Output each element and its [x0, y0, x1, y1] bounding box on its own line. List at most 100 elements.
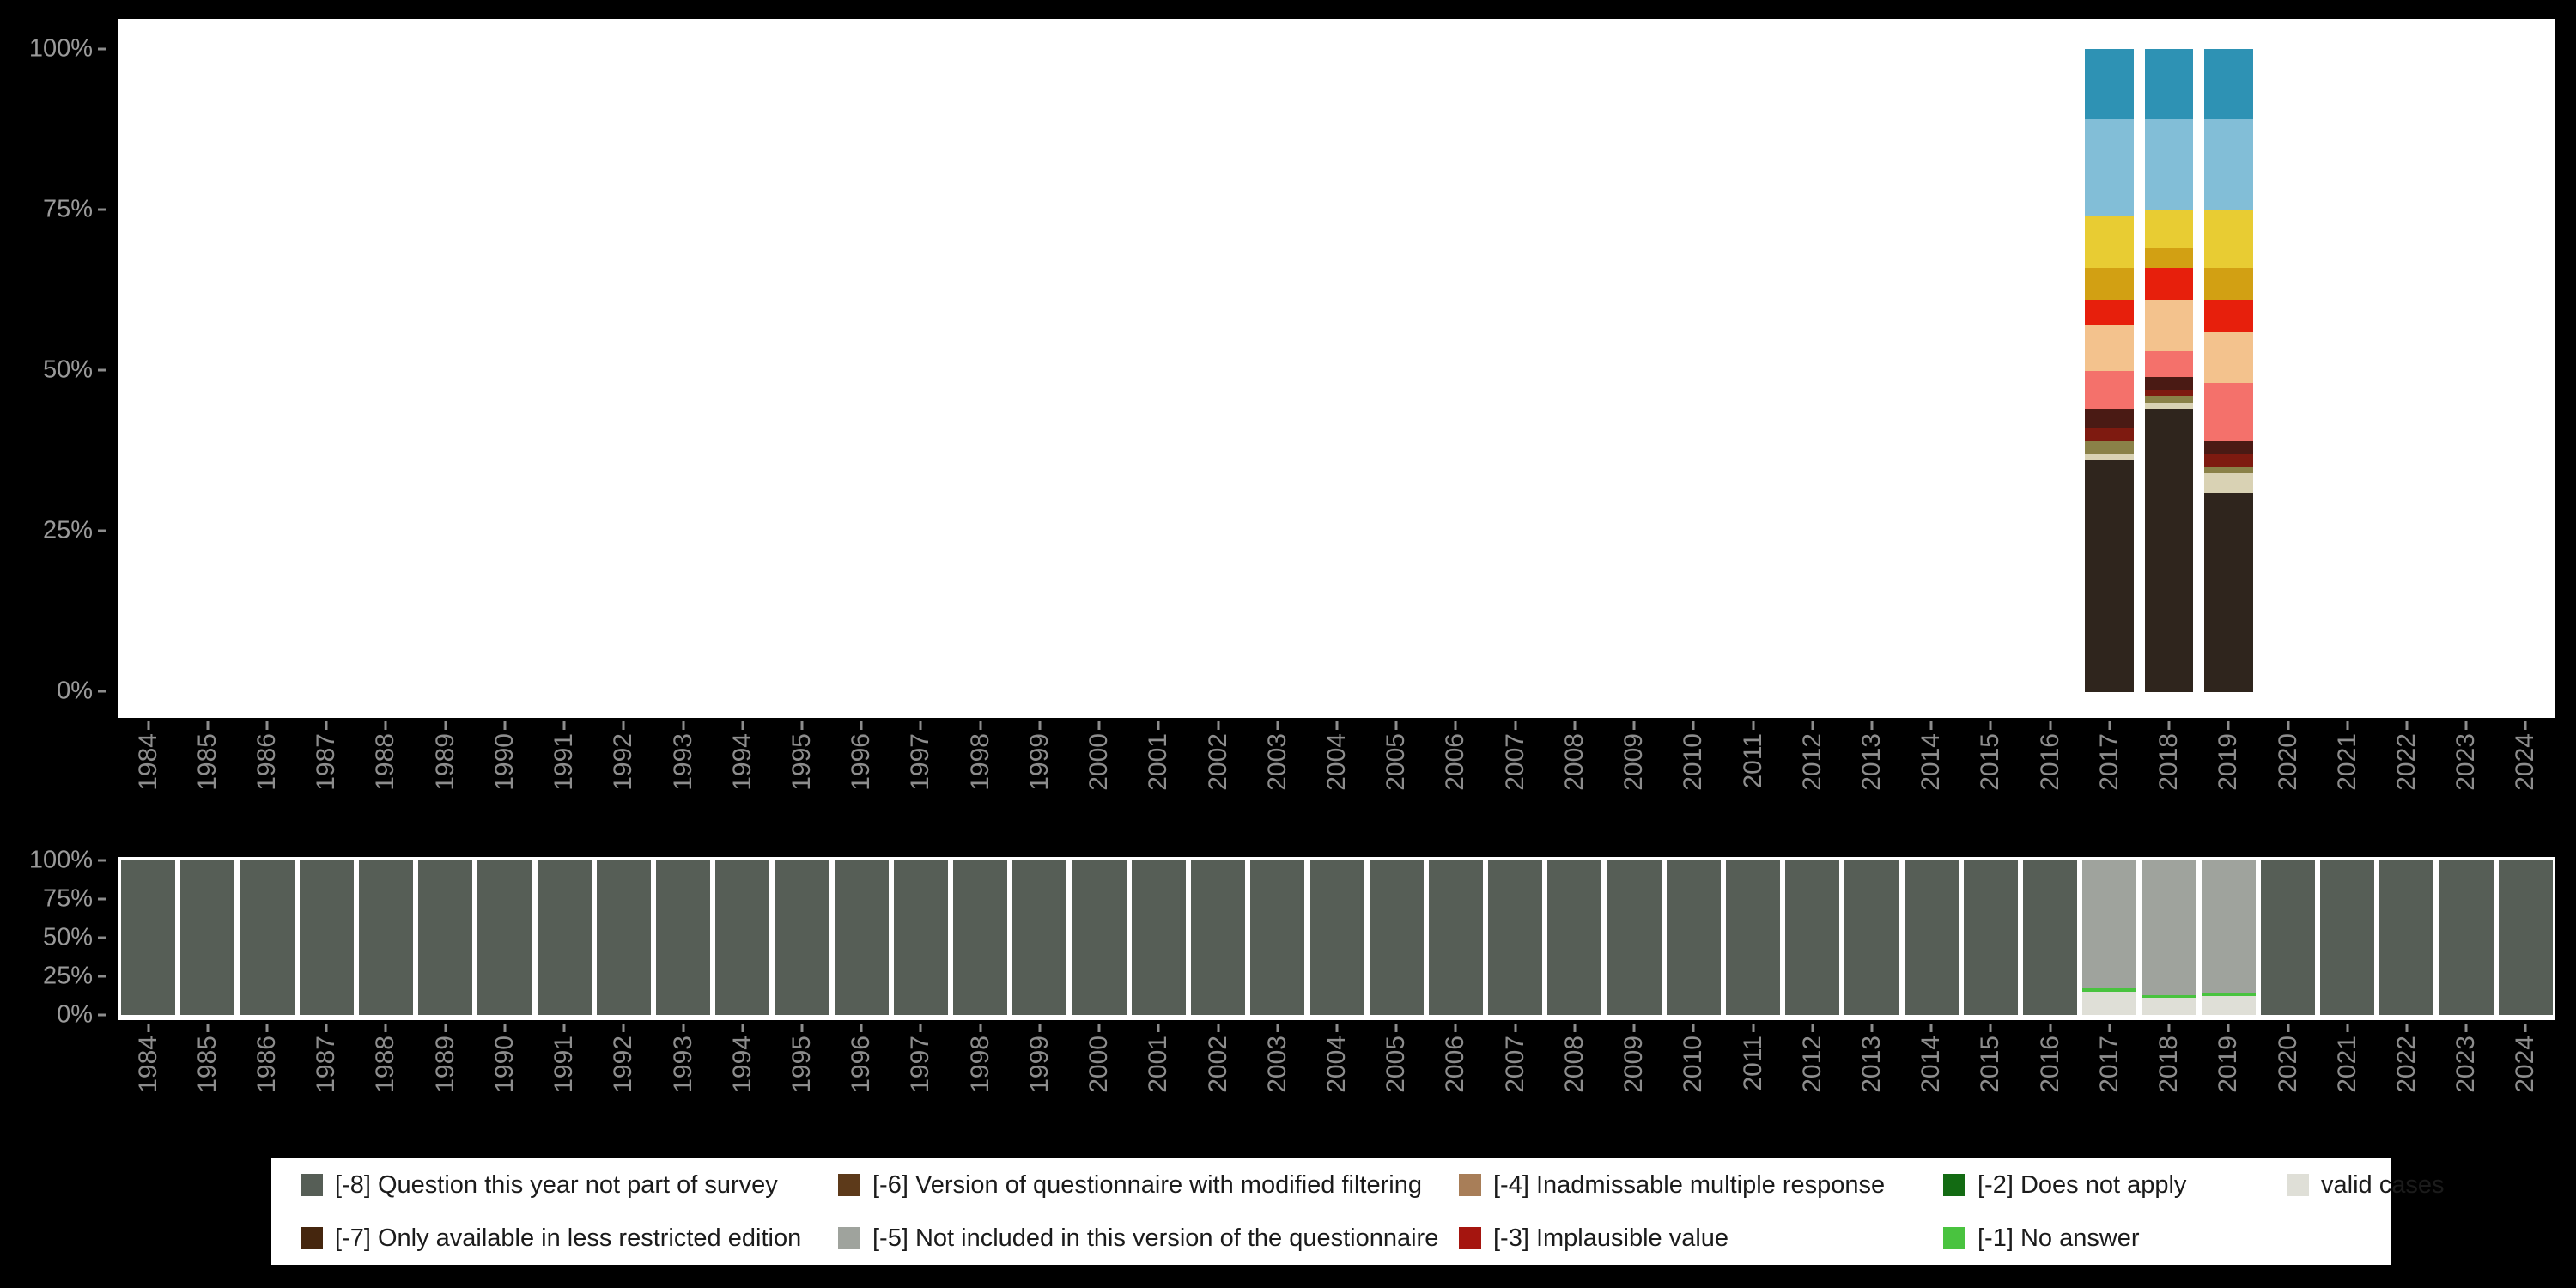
segment-teal-segment — [2144, 49, 2194, 120]
x-axis-label: 2010 — [1679, 733, 1708, 791]
question-this-year-not-part-of-survey-segment — [299, 860, 354, 1015]
question-this-year-not-part-of-survey-segment — [180, 860, 235, 1015]
not-included-in-this-version-segment — [2201, 860, 2256, 993]
segment-peach-segment — [2144, 300, 2194, 352]
missing-vs-valid-bar-1985 — [180, 860, 235, 1015]
question-this-year-not-part-of-survey-segment — [1309, 860, 1364, 1015]
x-axis-label: 1989 — [430, 1036, 459, 1093]
x-axis-label: 2020 — [2273, 1036, 2302, 1093]
x-tick — [562, 721, 566, 730]
x-tick — [1989, 1024, 1992, 1032]
missing-vs-valid-bar-2001 — [1131, 860, 1186, 1015]
x-axis-label: 2003 — [1262, 1036, 1291, 1093]
x-tick — [1929, 721, 1933, 730]
x-tick — [800, 721, 804, 730]
segment-olive-segment — [2203, 466, 2253, 474]
missing-vs-valid-bar-2020 — [2261, 860, 2315, 1015]
x-tick — [741, 1024, 744, 1032]
question-this-year-not-part-of-survey-segment — [1072, 860, 1127, 1015]
x-tick — [682, 1024, 685, 1032]
y-axis-label: 25% — [42, 516, 93, 544]
y-tick — [98, 690, 106, 693]
x-axis-label: 2002 — [1203, 1036, 1232, 1093]
y-axis-label: 0% — [57, 1000, 93, 1029]
y-axis-label: 0% — [57, 677, 93, 705]
legend-item--6: [-6] Version of questionnaire with modif… — [838, 1171, 1459, 1200]
missing-vs-valid-bar-1999 — [1012, 860, 1067, 1015]
legend-item--4: [-4] Inadmissable multiple response — [1459, 1171, 1943, 1200]
x-axis-label: 2017 — [2094, 1036, 2123, 1093]
x-axis-label: 1993 — [668, 1036, 697, 1093]
question-this-year-not-part-of-survey-segment — [834, 860, 889, 1015]
question-this-year-not-part-of-survey-segment — [240, 860, 295, 1015]
legend-swatch--7 — [301, 1227, 323, 1249]
x-axis-label: 2001 — [1144, 733, 1173, 791]
x-axis-label: 2014 — [1917, 733, 1946, 791]
x-tick — [206, 1024, 210, 1032]
missing-vs-valid-bar-2023 — [2439, 860, 2494, 1015]
legend-item--1: [-1] No answer — [1943, 1224, 2287, 1253]
x-tick — [860, 1024, 863, 1032]
segment-light-blue-segment — [2144, 119, 2194, 210]
x-tick — [1097, 1024, 1101, 1032]
x-tick — [1752, 721, 1755, 730]
x-tick — [1870, 1024, 1874, 1032]
x-axis-label: 2020 — [2273, 733, 2302, 791]
segment-gold-segment — [2203, 267, 2253, 301]
x-tick — [2167, 1024, 2171, 1032]
missing-vs-valid-bar-2009 — [1607, 860, 1662, 1015]
legend-swatch--5 — [838, 1227, 860, 1249]
question-this-year-not-part-of-survey-segment — [2498, 860, 2553, 1015]
missing-vs-valid-bar-2004 — [1309, 860, 1364, 1015]
category-distribution-plot — [118, 49, 2555, 692]
x-axis-label: 1996 — [847, 733, 876, 791]
x-tick — [562, 1024, 566, 1032]
question-this-year-not-part-of-survey-segment — [596, 860, 651, 1015]
no-answer-segment — [2201, 993, 2256, 997]
no-answer-segment — [2082, 988, 2137, 992]
x-tick — [265, 721, 269, 730]
legend-swatch--2 — [1943, 1174, 1965, 1196]
x-tick — [1514, 1024, 1517, 1032]
x-axis-label: 2023 — [2451, 733, 2481, 791]
x-tick — [444, 1024, 447, 1032]
x-axis-label: 2011 — [1738, 733, 1767, 789]
no-answer-segment — [2142, 994, 2196, 999]
segment-salmon-segment — [2085, 370, 2135, 410]
legend-label: [-6] Version of questionnaire with modif… — [872, 1170, 1422, 1199]
question-this-year-not-part-of-survey-segment — [656, 860, 711, 1015]
segment-yellow-segment — [2144, 210, 2194, 249]
missing-vs-valid-bar-1993 — [656, 860, 711, 1015]
x-axis-label: 2007 — [1500, 733, 1529, 791]
missing-vs-valid-bar-1990 — [477, 860, 532, 1015]
x-tick — [2049, 1024, 2052, 1032]
missing-vs-valid-bar-2024 — [2498, 860, 2553, 1015]
x-tick — [1157, 1024, 1160, 1032]
x-axis-label: 1997 — [906, 1036, 935, 1093]
legend-label: [-7] Only available in less restricted e… — [335, 1224, 802, 1252]
x-tick — [2464, 1024, 2468, 1032]
missing-vs-valid-bar-2017 — [2082, 860, 2137, 1015]
segment-salmon-segment — [2203, 383, 2253, 441]
x-axis-label: 2008 — [1559, 1036, 1589, 1093]
legend-label: [-5] Not included in this version of the… — [872, 1224, 1439, 1252]
missing-vs-valid-bar-2016 — [2023, 860, 2078, 1015]
x-tick — [1276, 721, 1279, 730]
x-axis-label: 1994 — [727, 733, 756, 791]
x-tick — [860, 721, 863, 730]
y-tick — [98, 859, 106, 862]
x-axis-label: 2016 — [2035, 733, 2064, 791]
category-distribution-bar-2018 — [2144, 49, 2194, 692]
x-tick — [2405, 721, 2409, 730]
x-axis-label: 2001 — [1144, 1036, 1173, 1093]
x-axis-label: 1985 — [192, 1036, 222, 1093]
question-this-year-not-part-of-survey-segment — [1666, 860, 1721, 1015]
legend-item-valid: valid cases — [2287, 1171, 2444, 1200]
legend-item--7: [-7] Only available in less restricted e… — [301, 1224, 838, 1253]
x-tick — [919, 721, 922, 730]
x-tick — [1394, 721, 1398, 730]
question-this-year-not-part-of-survey-segment — [1904, 860, 1959, 1015]
question-this-year-not-part-of-survey-segment — [1844, 860, 1899, 1015]
y-axis-label: 75% — [42, 195, 93, 223]
segment-teal-segment — [2203, 49, 2253, 120]
